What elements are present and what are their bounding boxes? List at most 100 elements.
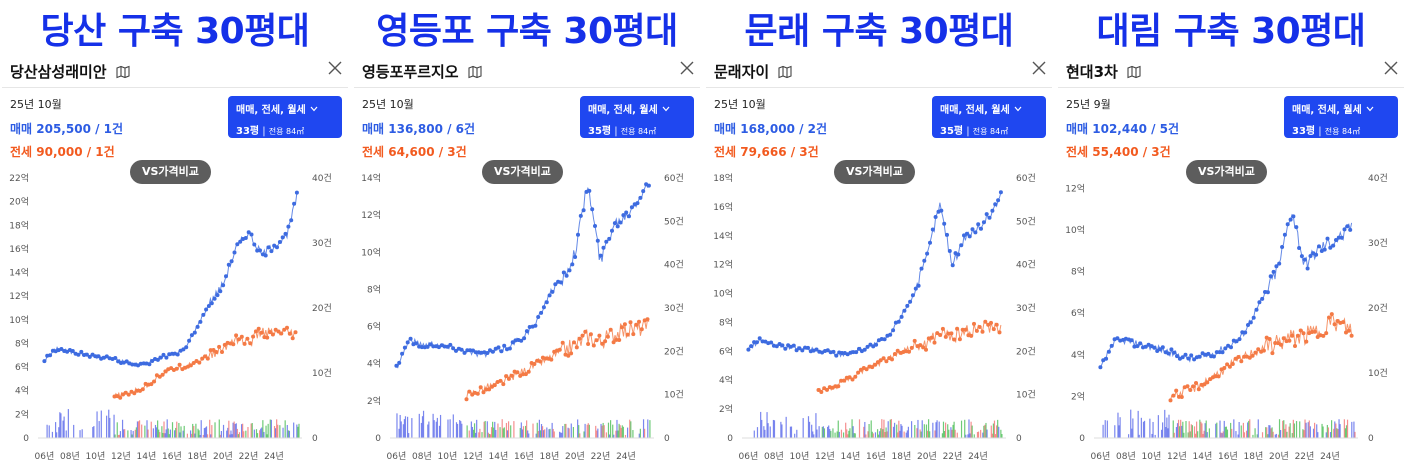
vs-price-compare-button[interactable]: VS가격비교 [834,160,915,184]
x-tick-label: 16년 [1218,451,1238,462]
volume-bar [868,424,870,438]
trade-type-selector[interactable]: 매매, 전세, 월세 [1292,101,1390,116]
sale-price-point [170,351,175,356]
pyeong-label: 33평 [1292,126,1316,137]
volume-bar [811,424,813,438]
y-left-tick-label: 16억 [9,243,29,255]
volume-bar [506,430,509,438]
volume-bar [548,429,550,438]
volume-bar [132,430,134,438]
volume-bar [1336,428,1338,438]
trade-type-filter-button[interactable]: 매매, 전세, 월세 33평 | 전용 84㎡ [228,96,342,138]
y-right-tick-label: 0 [312,434,318,444]
volume-bar [941,433,944,438]
volume-bar [649,420,651,438]
volume-bar [432,413,434,438]
sale-price-point [130,362,135,367]
close-icon[interactable] [326,59,344,81]
volume-bar [896,424,898,438]
sale-price-point [96,354,101,359]
volume-bar [572,427,575,438]
volume-bar [540,424,543,438]
map-icon[interactable] [778,65,792,83]
close-icon[interactable] [1382,59,1400,81]
sale-price-point [598,253,603,258]
y-right-tick-label: 30건 [1368,238,1388,249]
sale-price-point [275,245,279,250]
volume-bar [1285,424,1287,438]
volume-bar [266,434,268,438]
map-icon[interactable] [1127,65,1141,83]
jeonse-price-point [538,359,542,364]
vs-price-compare-button[interactable]: VS가격비교 [130,160,211,184]
apartment-name[interactable]: 현대3차 [1066,61,1141,83]
map-icon[interactable] [116,65,130,83]
vs-price-compare-button[interactable]: VS가격비교 [1186,160,1267,184]
y-right-tick-label: 10건 [1368,368,1388,379]
jeonse-price-point [870,365,875,370]
volume-bar [106,415,108,438]
close-icon[interactable] [678,59,696,81]
sale-price-point [879,337,884,341]
trade-type-selector[interactable]: 매매, 전세, 월세 [940,101,1038,116]
volume-bar [1149,418,1151,438]
sale-price-point [541,305,546,310]
volume-bar [238,432,241,438]
volume-bar [785,416,787,438]
sale-price-point [485,351,490,355]
size-selector[interactable]: 35평 | 전용 84㎡ [940,122,1038,137]
trade-type-filter-button[interactable]: 매매, 전세, 월세 35평 | 전용 84㎡ [580,96,694,138]
size-selector[interactable]: 33평 | 전용 84㎡ [236,122,334,137]
y-left-tick-label: 18억 [713,172,733,184]
sale-price-point [201,312,206,317]
volume-bar [535,433,537,438]
sale-price-point [224,274,228,279]
close-icon[interactable] [1030,59,1048,81]
x-tick-label: 12년 [1167,451,1187,462]
trade-type-selector[interactable]: 매매, 전세, 월세 [236,101,334,116]
map-icon[interactable] [468,65,482,83]
sale-price-point [1152,345,1157,350]
x-tick-label: 10년 [438,451,458,462]
apartment-name[interactable]: 당산삼성래미안 [10,61,130,83]
volume-bar [577,419,579,438]
trade-type-selector[interactable]: 매매, 전세, 월세 [588,101,686,116]
size-selector[interactable]: 33평 | 전용 84㎡ [1292,122,1390,137]
volume-bar [55,422,57,438]
y-left-tick-label: 2억 [719,403,733,415]
apartment-name[interactable]: 영등포푸르지오 [362,61,482,83]
volume-bar [235,423,237,438]
size-selector[interactable]: 35평 | 전용 84㎡ [588,122,686,137]
jeonse-price-point [191,361,196,365]
volume-bar [243,431,245,438]
sale-price-point [459,347,464,352]
price-summary: 25년 10월 매매 168,000 / 2건 전세 79,666 / 3건 [714,96,827,160]
volume-bar [159,432,161,438]
volume-bar [124,429,126,438]
sale-price-point [1237,337,1242,342]
volume-bar [1317,432,1319,438]
x-tick-label: 12년 [111,451,131,462]
sale-price-point [1271,269,1276,274]
sale-price-point [198,319,203,324]
jeonse-price-point [1298,328,1303,333]
apartment-name-label: 문래자이 [714,63,770,81]
volume-bar [1271,427,1273,438]
jeonse-price-point [256,326,261,331]
trade-type-filter-button[interactable]: 매매, 전세, 월세 35평 | 전용 84㎡ [932,96,1046,138]
volume-bar [1304,419,1306,438]
sale-price-point [979,226,983,231]
volume-bar [1197,431,1199,438]
volume-bar [899,430,901,438]
volume-bar [507,421,510,438]
vs-price-compare-button[interactable]: VS가격비교 [482,160,563,184]
jeonse-price-point [639,327,644,332]
volume-bar [288,430,291,438]
panel-header: 영등포푸르지오 [354,52,700,88]
trade-type-filter-button[interactable]: 매매, 전세, 월세 33평 | 전용 84㎡ [1284,96,1398,138]
jeonse-price-point [608,327,613,332]
apartment-name[interactable]: 문래자이 [714,61,792,83]
jeonse-price-point [169,366,174,371]
volume-bar [1225,426,1227,438]
volume-bar [951,429,953,438]
